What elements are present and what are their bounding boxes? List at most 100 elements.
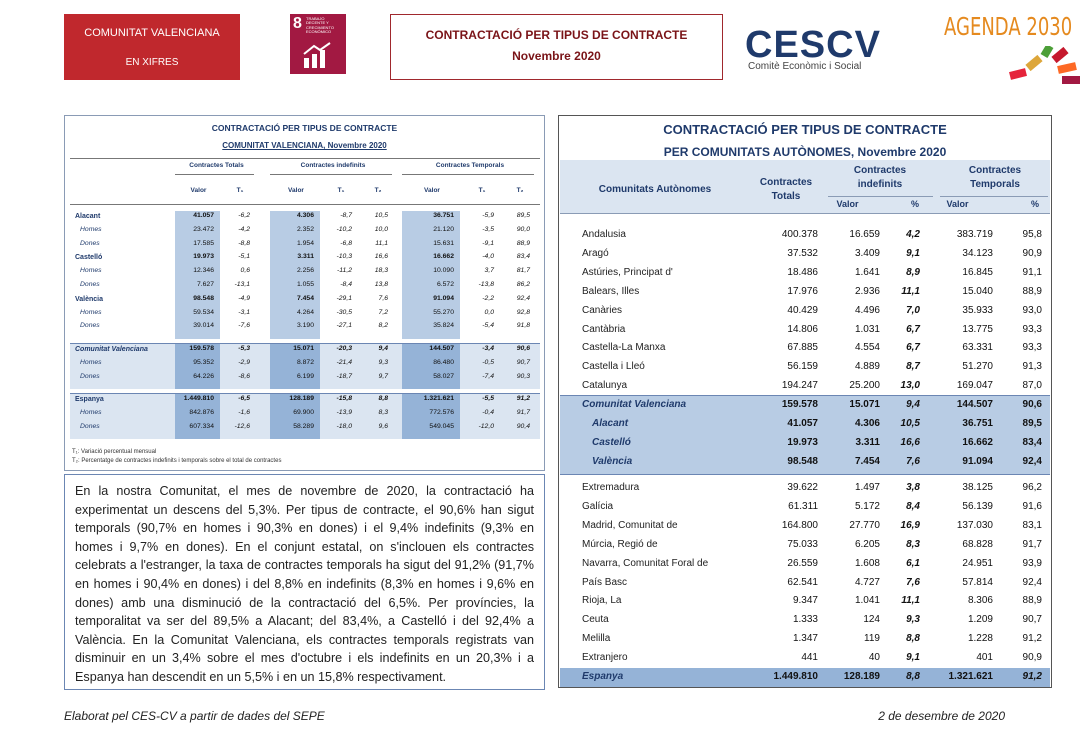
cell: -13,1 [234, 281, 251, 288]
row-label: Galícia [582, 500, 614, 512]
cell: 91,1 [1022, 266, 1042, 278]
cell: 842.876 [189, 408, 214, 416]
cell: 607.334 [189, 422, 214, 430]
cell: 90,0 [516, 225, 530, 233]
group-header: Contractes Totals [189, 162, 244, 169]
cell: 10,0 [374, 225, 388, 233]
cell: 1.347 [792, 633, 818, 645]
cell: -0,5 [482, 358, 494, 366]
cell: 16.662 [962, 436, 993, 448]
cell: 4,2 [906, 229, 920, 240]
cell: 90,4 [516, 422, 530, 430]
cell: 34.123 [962, 247, 993, 259]
agenda: AGENDA 2030 [944, 12, 1073, 41]
cell: -18,0 [336, 422, 353, 430]
cell: 383.719 [956, 229, 993, 240]
cell: 86,2 [516, 281, 530, 288]
row-label: Navarra, Comunitat Foral de [582, 557, 709, 569]
cell: 91,7 [1022, 538, 1042, 550]
cell: 3.311 [855, 436, 880, 448]
cell: 16,9 [900, 519, 920, 531]
cell: -8,7 [340, 212, 352, 219]
cell-shade [560, 160, 1050, 213]
rule [70, 158, 540, 159]
row-label: Canàries [582, 304, 623, 316]
cell: 3.409 [854, 247, 880, 259]
cell: 12.346 [193, 267, 214, 275]
cell: 58.289 [293, 422, 314, 430]
cell-shade [70, 393, 540, 394]
cell: 91,2 [1022, 633, 1042, 645]
cell: 7,6 [378, 294, 388, 302]
cell: 6.199 [296, 372, 314, 380]
cell: -10,2 [336, 225, 353, 233]
agenda-wheel [1009, 46, 1080, 84]
cell: 18,3 [374, 267, 388, 275]
row-label: Dones [80, 239, 100, 247]
paragraph: En la nostra Comunitat, el mes de novemb… [64, 474, 545, 690]
cell: 90,3 [516, 372, 530, 380]
cell: 10,5 [374, 212, 388, 219]
subheader: T₁ [478, 187, 486, 194]
cell: 86.480 [433, 358, 454, 366]
cell: 1.449.810 [773, 671, 819, 682]
cell: 1.333 [792, 614, 818, 626]
title: CONTRACTACIÓ PER TIPUS DE CONTRACTE [425, 28, 688, 42]
subheader: Valor [288, 187, 304, 194]
cell: 92,4 [516, 294, 530, 302]
cell: 10,5 [900, 417, 920, 429]
cell: 772.576 [429, 408, 454, 416]
cell: 62.541 [787, 576, 818, 588]
cell: 63.331 [962, 342, 993, 354]
cell: -3,1 [238, 308, 250, 316]
cell: -5,9 [482, 212, 494, 219]
cell: 37.532 [787, 247, 818, 259]
cell: 93,3 [1022, 342, 1042, 354]
cell: 38.125 [962, 482, 993, 493]
cell: 401 [976, 652, 993, 664]
row-label: Homes [80, 358, 102, 366]
subheader: T₁ [236, 187, 244, 194]
cell: 88,9 [1022, 595, 1042, 607]
cell: -15,8 [336, 395, 353, 402]
cell: 35.824 [433, 322, 454, 330]
row-label: Catalunya [582, 380, 628, 392]
row-label: Melilla [582, 633, 611, 645]
subheader: % [1030, 199, 1039, 209]
cell: 159.578 [189, 345, 214, 352]
cell: -3,5 [482, 225, 494, 233]
cell-shade [175, 344, 220, 390]
cell: 90,6 [1022, 399, 1042, 410]
cell: 1.031 [854, 323, 880, 335]
cell: 9,6 [378, 422, 388, 430]
cell-shade [175, 394, 220, 440]
cell: 19.973 [193, 253, 214, 261]
cell-shade [560, 668, 1050, 687]
cell: 59.534 [193, 308, 214, 316]
row-label: Rioja, La [582, 595, 622, 607]
row-label: Extranjero [582, 652, 628, 664]
cell: 98.548 [193, 294, 214, 302]
rule [402, 174, 534, 175]
cell: 128.189 [289, 395, 314, 402]
subheader: T₂ [516, 187, 524, 194]
cell: 25.200 [849, 380, 880, 392]
cell: -13,8 [478, 281, 495, 288]
cell: 3,7 [484, 267, 494, 275]
footer-date: 2 de desembre de 2020 [878, 709, 1005, 723]
cell: 2.256 [296, 267, 314, 275]
cell: 9.347 [792, 595, 818, 607]
row-label: València [592, 455, 633, 467]
cell: 8,3 [378, 408, 388, 416]
cell: 8,8 [906, 671, 920, 682]
cell-shade [270, 344, 320, 390]
group-header: Contractes Temporals [435, 162, 505, 169]
row-label: Castella i Lleó [582, 361, 645, 373]
row-label: Cantàbria [582, 323, 626, 335]
cell: 91,2 [1022, 671, 1042, 682]
row-label: Ceuta [582, 614, 609, 626]
row-label: València [75, 295, 104, 303]
row-label: Balears, Illes [582, 285, 640, 297]
cell: 89,5 [516, 212, 530, 219]
cell: 5.172 [854, 500, 880, 512]
